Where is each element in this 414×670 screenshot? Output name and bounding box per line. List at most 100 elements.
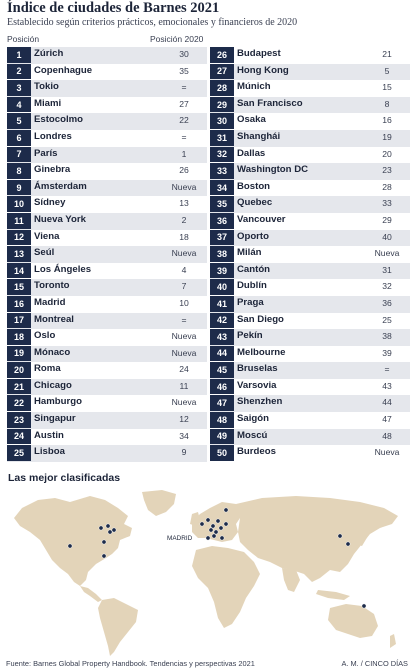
previous-rank: 35 [179,65,189,76]
table-row: 48 Saigón 47 [210,412,410,429]
rank-badge: 36 [210,212,234,229]
map-title: Las mejor clasificadas [8,472,121,484]
city-name: Vancouver [237,213,286,225]
city-name: Estocolmo [34,114,84,126]
city-name: Toronto [34,280,70,292]
table-row: 3 Tokio = [7,80,207,97]
rank-badge: 43 [210,329,234,345]
rank-badge: 18 [7,329,31,345]
table-row: 12 Viena 18 [7,229,207,247]
source-note: Fuente: Barnes Global Property Handbook.… [6,659,255,668]
rank-badge: 24 [7,428,31,445]
header-rank: Posición [7,34,40,44]
city-name: Chicago [34,379,72,391]
continents [14,490,398,656]
previous-rank: Nueva [374,447,400,458]
city-name: Bruselas [237,363,278,375]
city-marker [101,553,107,559]
previous-rank: 20 [382,148,392,159]
rank-badge: 48 [210,412,234,428]
table-row: 13 Seúl Nueva [7,246,207,263]
table-row: 41 Praga 36 [210,295,410,313]
previous-rank: 24 [179,364,189,375]
city-marker [223,507,229,513]
city-marker [101,539,107,545]
rank-badge: 21 [7,378,31,395]
city-name: Londres [34,130,72,142]
rank-badge: 2 [7,63,31,80]
table-row: 43 Pekín 38 [210,329,410,346]
previous-rank: 36 [382,297,392,308]
city-name: Nueva York [34,213,86,225]
ranking-column-left: 1 Zúrich 30 2 Copenhague 35 3 Tokio = 4 Miami 27 5 Es… [7,47,207,462]
rank-badge: 35 [210,196,234,212]
previous-rank: 7 [181,281,187,292]
land-greenland [142,490,176,516]
table-row: 35 Quebec 33 [210,196,410,213]
city-name: Múnich [237,81,271,93]
table-row: 20 Roma 24 [7,362,207,379]
land-asia [236,496,398,582]
table-row: 1 Zúrich 30 [7,47,207,64]
rank-badge: 33 [210,163,234,179]
previous-rank: 26 [179,165,189,176]
previous-rank: Nueva [374,248,400,259]
city-name: Miami [34,97,62,109]
table-row: 42 San Diego 25 [210,312,410,330]
land-indonesia [316,590,350,600]
city-name: Roma [34,363,61,375]
rank-badge: 3 [7,80,31,96]
rank-badge: 8 [7,163,31,179]
city-marker [215,518,221,524]
previous-rank: Nueva [171,331,197,342]
city-name: Budapest [237,48,281,59]
previous-rank: 12 [179,414,189,425]
table-row: 14 Los Ángeles 4 [7,262,207,280]
previous-rank: 18 [179,231,189,242]
rank-badge: 15 [7,279,31,295]
city-name: Osaka [237,114,266,126]
previous-rank: 43 [382,380,392,391]
city-marker [210,523,216,529]
city-name: Hamburgo [34,396,82,408]
rank-badge: 40 [210,279,234,295]
city-marker [111,527,117,533]
table-row: 39 Cantón 31 [210,262,410,280]
previous-rank: 38 [382,331,392,342]
land-central-america [80,586,102,602]
rank-badge: 50 [210,445,234,461]
city-markers [67,507,367,609]
city-marker [205,517,211,523]
rank-badge: 12 [7,229,31,246]
world-map: MADRID [14,490,398,656]
city-name: Singapur [34,413,76,425]
city-name: Praga [237,296,264,308]
previous-rank: 27 [179,98,189,109]
city-name: Austin [34,429,64,441]
previous-rank: 21 [382,49,392,59]
previous-rank: 4 [181,264,187,275]
table-row: 27 Hong Kong 5 [210,63,410,81]
table-row: 36 Vancouver 29 [210,212,410,230]
city-name: Hong Kong [237,64,289,76]
table-row: 15 Toronto 7 [7,279,207,296]
previous-rank: Nueva [171,397,197,408]
rank-badge: 45 [210,362,234,378]
land-north-america [14,496,132,586]
table-row: 9 Ámsterdam Nueva [7,179,207,197]
previous-rank: = [181,82,187,93]
city-name: Ginebra [34,164,71,176]
city-name: Viena [34,230,60,242]
table-row: 19 Mónaco Nueva [7,345,207,363]
city-name: Pekín [237,330,263,342]
header-previous-rank: Posición 2020 [150,34,204,44]
rank-badge: 7 [7,146,31,163]
rank-badge: 28 [210,80,234,96]
table-row: 18 Oslo Nueva [7,329,207,346]
previous-rank: = [181,314,187,325]
table-row: 5 Estocolmo 22 [7,113,207,130]
table-row: 4 Miami 27 [7,96,207,114]
city-marker [208,527,214,533]
rank-badge: 17 [7,312,31,329]
table-row: 47 Shenzhen 44 [210,395,410,413]
